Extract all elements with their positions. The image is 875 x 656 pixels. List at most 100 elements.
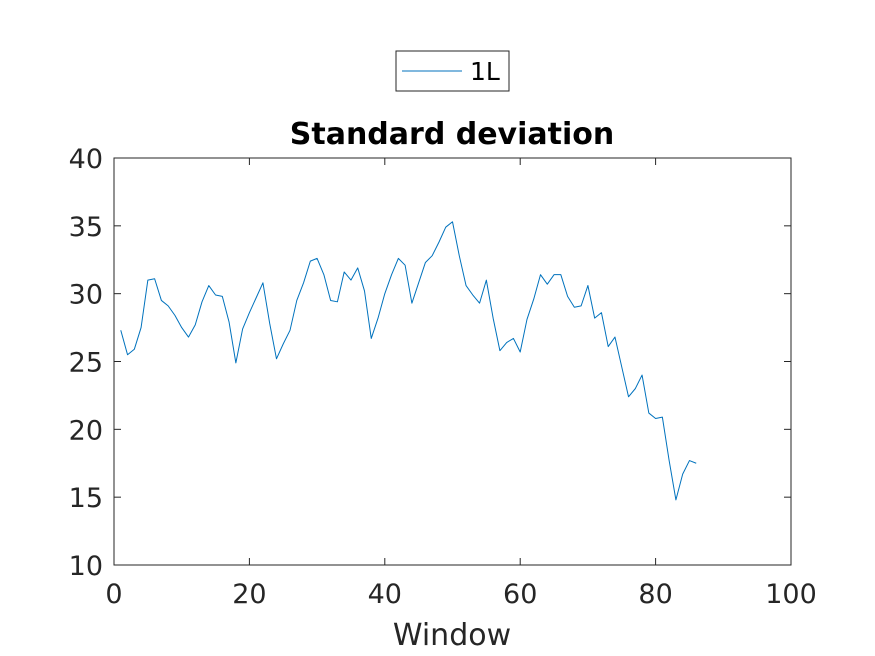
data-point [337, 301, 338, 302]
data-point [344, 272, 345, 273]
data-point [235, 362, 236, 363]
data-point [317, 258, 318, 259]
data-point [229, 322, 230, 323]
data-point [276, 358, 277, 359]
data-point [547, 284, 548, 285]
data-point [635, 388, 636, 389]
data-point [452, 221, 453, 222]
data-point [445, 227, 446, 228]
data-point [181, 327, 182, 328]
data-point [479, 303, 480, 304]
chart-title: Standard deviation [290, 117, 614, 152]
data-point [682, 474, 683, 475]
data-point [662, 417, 663, 418]
y-tick-label: 20 [69, 415, 103, 446]
data-point [296, 300, 297, 301]
data-point [147, 280, 148, 281]
data-point [202, 301, 203, 302]
data-point [215, 295, 216, 296]
data-point [283, 343, 284, 344]
plot-area [113, 157, 792, 566]
data-point [161, 300, 162, 301]
legend-label-1L: 1L [470, 57, 500, 86]
data-point [608, 346, 609, 347]
data-point [588, 285, 589, 286]
x-tick-label: 60 [503, 579, 537, 610]
data-point [567, 296, 568, 297]
data-point [195, 324, 196, 325]
data-point [378, 318, 379, 319]
data-point [141, 327, 142, 328]
x-axis-tick-labels: 0 20 40 60 80 100 [105, 579, 816, 610]
data-point [269, 323, 270, 324]
data-point [168, 305, 169, 306]
data-point [425, 262, 426, 263]
data-point [601, 312, 602, 313]
y-tick-label: 25 [69, 348, 103, 379]
y-tick-label: 10 [69, 551, 103, 582]
data-point [418, 282, 419, 283]
data-point [384, 293, 385, 294]
series-line-1L [120, 221, 697, 501]
y-tick-label: 35 [69, 212, 103, 243]
data-point [574, 307, 575, 308]
data-point [303, 282, 304, 283]
data-point [689, 460, 690, 461]
data-point [175, 315, 176, 316]
data-point [323, 274, 324, 275]
data-point [310, 261, 311, 262]
data-point [486, 280, 487, 281]
data-point [676, 499, 677, 500]
data-point [581, 305, 582, 306]
data-point [466, 285, 467, 286]
data-point [188, 337, 189, 338]
data-point [533, 299, 534, 300]
data-point [499, 350, 500, 351]
data-point [655, 418, 656, 419]
data-point [357, 267, 358, 268]
data-point [696, 463, 697, 464]
legend: 1L [395, 50, 510, 92]
data-point [256, 297, 257, 298]
data-point [527, 319, 528, 320]
y-axis-ticks [114, 157, 791, 566]
data-point [554, 274, 555, 275]
x-tick-label: 80 [638, 579, 672, 610]
data-point [330, 300, 331, 301]
data-point [506, 342, 507, 343]
data-point [648, 413, 649, 414]
data-point [242, 329, 243, 330]
data-point [594, 318, 595, 319]
data-point [263, 282, 264, 283]
data-point [439, 242, 440, 243]
y-tick-label: 15 [69, 483, 103, 514]
data-point [493, 318, 494, 319]
y-tick-label: 30 [69, 280, 103, 311]
series-layer [120, 221, 697, 501]
data-point [398, 258, 399, 259]
data-point [351, 280, 352, 281]
data-point [127, 354, 128, 355]
x-axis-label: Window [393, 618, 511, 653]
data-point [154, 278, 155, 279]
data-point [120, 330, 121, 331]
data-point [364, 291, 365, 292]
data-point [669, 460, 670, 461]
data-point [615, 337, 616, 338]
data-point [621, 367, 622, 368]
data-point [520, 352, 521, 353]
data-point [208, 285, 209, 286]
data-point [290, 330, 291, 331]
data-point [432, 255, 433, 256]
x-tick-label: 20 [232, 579, 266, 610]
data-point [472, 295, 473, 296]
data-point [513, 338, 514, 339]
data-point [222, 296, 223, 297]
data-point [371, 338, 372, 339]
data-point [642, 375, 643, 376]
data-point [249, 312, 250, 313]
data-point [134, 349, 135, 350]
data-point [405, 265, 406, 266]
data-point [411, 303, 412, 304]
